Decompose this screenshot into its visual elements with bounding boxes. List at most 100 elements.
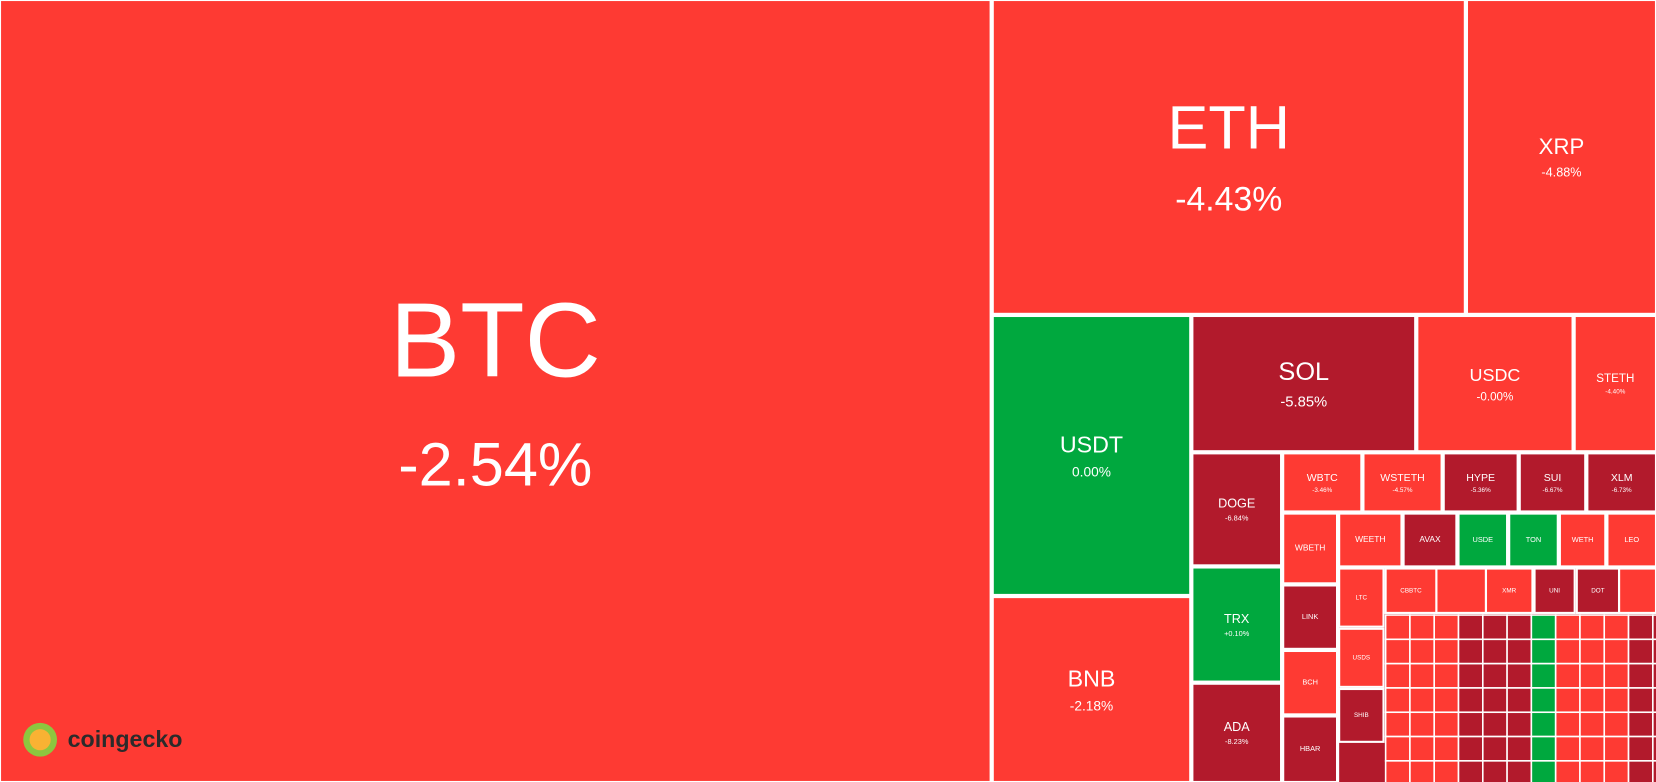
small-tile xyxy=(1579,711,1606,738)
small-tile xyxy=(1617,567,1656,614)
tile xyxy=(1465,0,1656,315)
small-tile xyxy=(1409,687,1436,714)
small-tile xyxy=(1409,662,1436,689)
tile-label: STETH xyxy=(1596,372,1634,385)
tile-label: WBETH xyxy=(1295,543,1325,553)
small-tile xyxy=(1579,760,1606,782)
logo: coingecko xyxy=(23,722,183,757)
tile-label: AVAX xyxy=(1419,534,1441,544)
small-tile xyxy=(1554,760,1581,782)
tile-change: -0.00% xyxy=(1477,391,1514,404)
small-tile xyxy=(1579,687,1606,714)
brand: coingecko xyxy=(68,726,183,752)
tile-label: ADA xyxy=(1224,720,1251,734)
tile-change: -2.54% xyxy=(398,430,592,498)
tile-label: UNI xyxy=(1549,587,1560,594)
small-tile xyxy=(1435,567,1488,614)
tile-change: -4.43% xyxy=(1175,180,1282,218)
tile xyxy=(1558,512,1607,568)
tile-label: SUI xyxy=(1544,472,1562,484)
small-tile xyxy=(1457,638,1484,665)
small-tile xyxy=(1433,711,1460,738)
small-tile xyxy=(1409,760,1436,782)
small-tile xyxy=(1652,662,1656,689)
small-tile xyxy=(1506,687,1533,714)
tile xyxy=(1282,584,1339,650)
small-tile xyxy=(1384,735,1411,762)
small-tile xyxy=(1652,760,1656,782)
tile xyxy=(1575,567,1621,614)
tile-label: LINK xyxy=(1302,612,1318,621)
tile-change: -5.85% xyxy=(1280,394,1327,410)
tile-label: LEO xyxy=(1624,535,1639,544)
small-tile xyxy=(1506,662,1533,689)
tile xyxy=(1282,649,1339,716)
small-tile xyxy=(1457,662,1484,689)
tile-label: WEETH xyxy=(1355,534,1385,544)
small-tile xyxy=(1433,638,1460,665)
small-tile xyxy=(1530,760,1557,782)
small-tile xyxy=(1482,711,1508,738)
small-tile xyxy=(1482,662,1508,689)
small-tile xyxy=(1433,760,1460,782)
tile-label: WBTC xyxy=(1307,472,1338,484)
small-tile xyxy=(1384,662,1411,689)
tile xyxy=(1484,567,1534,614)
small-tile xyxy=(1409,614,1436,641)
tile xyxy=(1282,715,1339,782)
tile-change: +0.10% xyxy=(1224,629,1250,638)
tile-label: ETH xyxy=(1168,94,1291,162)
small-tile xyxy=(1482,687,1508,714)
tile-change: -4.40% xyxy=(1605,389,1625,396)
tile-label: BTC xyxy=(390,282,601,400)
tile xyxy=(1338,567,1385,628)
small-tile xyxy=(1530,711,1557,738)
small-tile xyxy=(1482,735,1508,762)
tile-label: BCH xyxy=(1302,678,1318,687)
small-tile xyxy=(1433,614,1460,641)
small-tile xyxy=(1530,638,1557,665)
tile xyxy=(1191,566,1283,683)
small-tile xyxy=(1652,614,1656,641)
tile-change: -2.18% xyxy=(1070,698,1113,713)
tile-label: TRX xyxy=(1224,612,1250,626)
small-tile xyxy=(1482,760,1508,782)
small-tile xyxy=(1530,614,1557,641)
tile-label: HBAR xyxy=(1300,744,1320,753)
small-tile xyxy=(1482,638,1508,665)
small-tile xyxy=(1627,662,1654,689)
logo-icon-inner xyxy=(29,729,51,751)
tile-change: -5.36% xyxy=(1471,487,1491,494)
tile-change: -6.84% xyxy=(1225,514,1249,523)
tile-change: -6.73% xyxy=(1612,487,1632,494)
small-tile xyxy=(1554,638,1581,665)
small-tile xyxy=(1384,760,1411,782)
small-tile xyxy=(1554,662,1581,689)
tile-change: -3.46% xyxy=(1312,487,1332,494)
tile xyxy=(991,596,1192,782)
small-tile xyxy=(1409,638,1436,665)
small-tile xyxy=(1506,735,1533,762)
tile xyxy=(1191,452,1283,567)
tile xyxy=(991,314,1192,597)
tile xyxy=(1191,682,1283,782)
small-tile xyxy=(1457,760,1484,782)
small-tile xyxy=(1627,760,1654,782)
small-tile xyxy=(1554,711,1581,738)
tile-change: -8.23% xyxy=(1225,737,1249,746)
tile xyxy=(1282,452,1363,513)
small-tile xyxy=(1579,614,1606,641)
tile-label: CBBTC xyxy=(1400,587,1422,594)
small-tile xyxy=(1384,638,1411,665)
small-tile xyxy=(1579,638,1606,665)
tile xyxy=(1442,452,1519,513)
small-tile xyxy=(1652,711,1656,738)
small-tile xyxy=(1554,735,1581,762)
tile xyxy=(1457,512,1509,568)
small-tile xyxy=(1627,638,1654,665)
small-tile xyxy=(1554,614,1581,641)
tile-label: WSTETH xyxy=(1380,472,1425,484)
tile-label: USDS xyxy=(1353,655,1371,662)
small-tile xyxy=(1627,614,1654,641)
